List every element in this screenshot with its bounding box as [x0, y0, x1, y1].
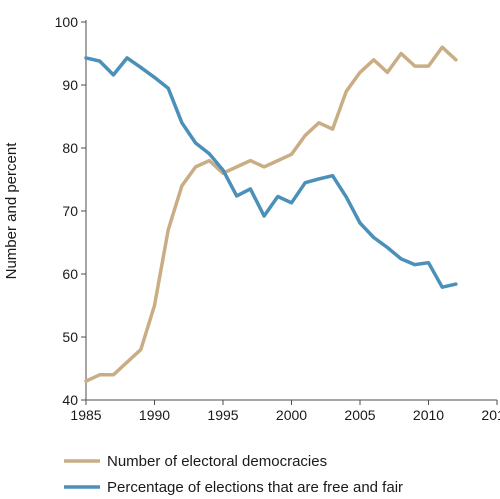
- y-tick-label: 50: [62, 329, 78, 345]
- series-layer: [84, 45, 458, 383]
- x-tick-label: 1990: [139, 407, 170, 423]
- series-line-2: [84, 56, 458, 289]
- x-tick-label: 2015: [481, 407, 500, 423]
- series-line-1: [84, 45, 458, 383]
- legend-label-1: Number of electoral democracies: [107, 453, 327, 470]
- x-tick-label: 1995: [207, 407, 238, 423]
- legend: Number of electoral democracies Percentag…: [64, 453, 403, 496]
- legend-label-2: Percentage of elections that are free an…: [107, 479, 403, 496]
- y-tick-label: 40: [62, 392, 78, 408]
- axes: 40 50 60 70 80 90 100 1985 1990 1995 2000 2005 2010 2…: [55, 14, 500, 423]
- y-tick-label: 100: [55, 14, 79, 30]
- y-tick-label: 60: [62, 266, 78, 282]
- x-tick-label: 2000: [276, 407, 307, 423]
- y-tick-label: 70: [62, 203, 78, 219]
- y-axis-title: Number and percent: [3, 142, 20, 280]
- x-tick-label: 2005: [344, 407, 375, 423]
- y-tick-label: 90: [62, 77, 78, 93]
- x-tick-label: 1985: [70, 407, 101, 423]
- y-tick-label: 80: [62, 140, 78, 156]
- x-tick-label: 2010: [413, 407, 444, 423]
